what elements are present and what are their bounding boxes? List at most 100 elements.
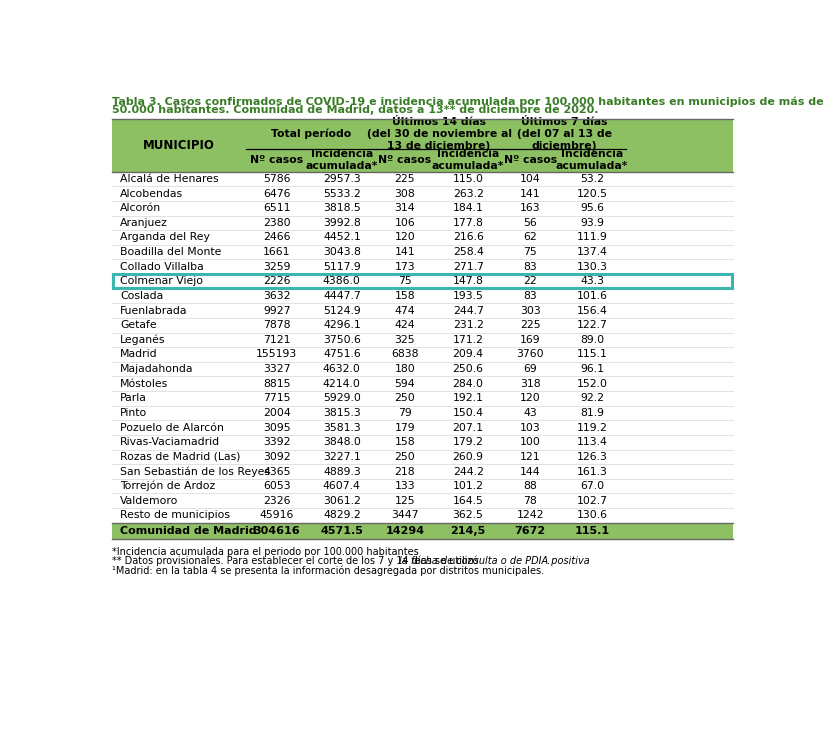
- Text: 62: 62: [523, 232, 537, 242]
- Text: 3061.2: 3061.2: [323, 496, 361, 506]
- Text: 67.0: 67.0: [580, 482, 604, 491]
- Text: 250: 250: [394, 394, 415, 404]
- Text: 284.0: 284.0: [453, 379, 483, 388]
- Bar: [112, 332, 733, 347]
- Text: 75: 75: [523, 247, 537, 257]
- Text: 141: 141: [520, 188, 540, 199]
- Text: 6476: 6476: [263, 188, 290, 199]
- Text: 111.9: 111.9: [577, 232, 607, 242]
- Text: 209.4: 209.4: [453, 350, 483, 359]
- Text: 3760: 3760: [516, 350, 544, 359]
- Text: 4365: 4365: [263, 466, 290, 476]
- Text: 88: 88: [523, 482, 537, 491]
- Text: Boadilla del Monte: Boadilla del Monte: [120, 247, 222, 257]
- Bar: [112, 362, 733, 376]
- Text: 4447.7: 4447.7: [323, 291, 361, 301]
- Text: 144: 144: [520, 466, 540, 476]
- Text: 3992.8: 3992.8: [323, 217, 361, 228]
- Text: Incidencia
acumulada*: Incidencia acumulada*: [305, 149, 378, 171]
- Bar: [112, 318, 733, 332]
- Text: Valdemoro: Valdemoro: [120, 496, 178, 506]
- Text: 3632: 3632: [263, 291, 290, 301]
- Bar: [112, 376, 733, 391]
- Bar: [112, 449, 733, 464]
- Text: 92.2: 92.2: [580, 394, 604, 404]
- Bar: [112, 478, 733, 494]
- Text: 173: 173: [394, 262, 415, 272]
- Text: 3815.3: 3815.3: [323, 408, 361, 418]
- Bar: [112, 289, 733, 303]
- Text: 95.6: 95.6: [580, 203, 604, 213]
- Text: 5786: 5786: [263, 174, 290, 184]
- Text: 141: 141: [394, 247, 415, 257]
- Text: Torrejón de Ardoz: Torrejón de Ardoz: [120, 481, 215, 491]
- Text: 100: 100: [520, 437, 540, 447]
- Text: Pinto: Pinto: [120, 408, 148, 418]
- Text: 93.9: 93.9: [580, 217, 604, 228]
- Bar: [112, 347, 733, 362]
- Bar: [112, 215, 733, 230]
- Text: 177.8: 177.8: [453, 217, 483, 228]
- Text: 3095: 3095: [263, 423, 290, 433]
- Text: *Incidencia acumulada para el periodo por 100.000 habitantes: *Incidencia acumulada para el periodo po…: [112, 547, 419, 556]
- Text: 192.1: 192.1: [453, 394, 483, 404]
- Text: 43.3: 43.3: [580, 276, 604, 286]
- Text: 1242: 1242: [516, 511, 544, 520]
- Text: 3750.6: 3750.6: [323, 334, 361, 345]
- Text: 4571.5: 4571.5: [320, 526, 363, 536]
- Text: 130.6: 130.6: [577, 511, 608, 520]
- Text: Rozas de Madrid (Las): Rozas de Madrid (Las): [120, 452, 241, 462]
- Text: 69: 69: [523, 364, 537, 374]
- Text: 225: 225: [394, 174, 415, 184]
- Text: 101.6: 101.6: [577, 291, 608, 301]
- Text: 53.2: 53.2: [580, 174, 604, 184]
- Text: Rivas-Vaciamadrid: Rivas-Vaciamadrid: [120, 437, 220, 447]
- Text: 4889.3: 4889.3: [323, 466, 361, 476]
- Text: 89.0: 89.0: [580, 334, 604, 345]
- Text: 150.4: 150.4: [453, 408, 483, 418]
- Text: 250: 250: [394, 452, 415, 462]
- Text: 7715: 7715: [263, 394, 290, 404]
- Text: 83: 83: [523, 262, 537, 272]
- Text: 594: 594: [394, 379, 415, 388]
- Text: 216.6: 216.6: [453, 232, 483, 242]
- Text: 263.2: 263.2: [453, 188, 483, 199]
- Text: 308: 308: [394, 188, 415, 199]
- Text: Últimos 14 días
(del 30 de noviembre al
13 de diciembre): Últimos 14 días (del 30 de noviembre al …: [366, 117, 512, 151]
- Text: 22: 22: [523, 276, 537, 286]
- Text: 147.8: 147.8: [453, 276, 483, 286]
- Text: Alcalá de Henares: Alcalá de Henares: [120, 174, 219, 184]
- Bar: [112, 435, 733, 449]
- Text: 152.0: 152.0: [577, 379, 608, 388]
- Text: Majadahonda: Majadahonda: [120, 364, 194, 374]
- Text: Incidencia
acumulada*: Incidencia acumulada*: [432, 149, 504, 171]
- Text: 5533.2: 5533.2: [323, 188, 361, 199]
- Text: Total período: Total período: [271, 129, 351, 140]
- Text: 115.1: 115.1: [577, 350, 607, 359]
- Text: 318: 318: [520, 379, 540, 388]
- Text: 43: 43: [523, 408, 537, 418]
- Text: 56: 56: [523, 217, 537, 228]
- Text: Pozuelo de Alarcón: Pozuelo de Alarcón: [120, 423, 224, 433]
- Text: 158: 158: [394, 291, 415, 301]
- Text: 2466: 2466: [263, 232, 290, 242]
- Text: Colmenar Viejo: Colmenar Viejo: [120, 276, 203, 286]
- Text: 3227.1: 3227.1: [323, 452, 361, 462]
- Text: 137.4: 137.4: [577, 247, 607, 257]
- Text: MUNICIPIO: MUNICIPIO: [144, 139, 215, 152]
- Text: 119.2: 119.2: [577, 423, 607, 433]
- Bar: [112, 260, 733, 274]
- Text: Leganés: Leganés: [120, 334, 166, 345]
- Text: 179: 179: [394, 423, 415, 433]
- Text: 2226: 2226: [263, 276, 290, 286]
- Bar: [113, 274, 733, 288]
- Text: Fuenlabrada: Fuenlabrada: [120, 305, 187, 316]
- Text: Tabla 3. Casos confirmados de COVID-19 e incidencia acumulada por 100.000 habita: Tabla 3. Casos confirmados de COVID-19 e…: [112, 96, 824, 106]
- Text: 4214.0: 4214.0: [323, 379, 361, 388]
- Text: 4829.2: 4829.2: [323, 511, 361, 520]
- Text: 3818.5: 3818.5: [323, 203, 361, 213]
- Text: 474: 474: [394, 305, 415, 316]
- Text: 161.3: 161.3: [577, 466, 607, 476]
- Text: 102.7: 102.7: [577, 496, 608, 506]
- Text: 193.5: 193.5: [453, 291, 483, 301]
